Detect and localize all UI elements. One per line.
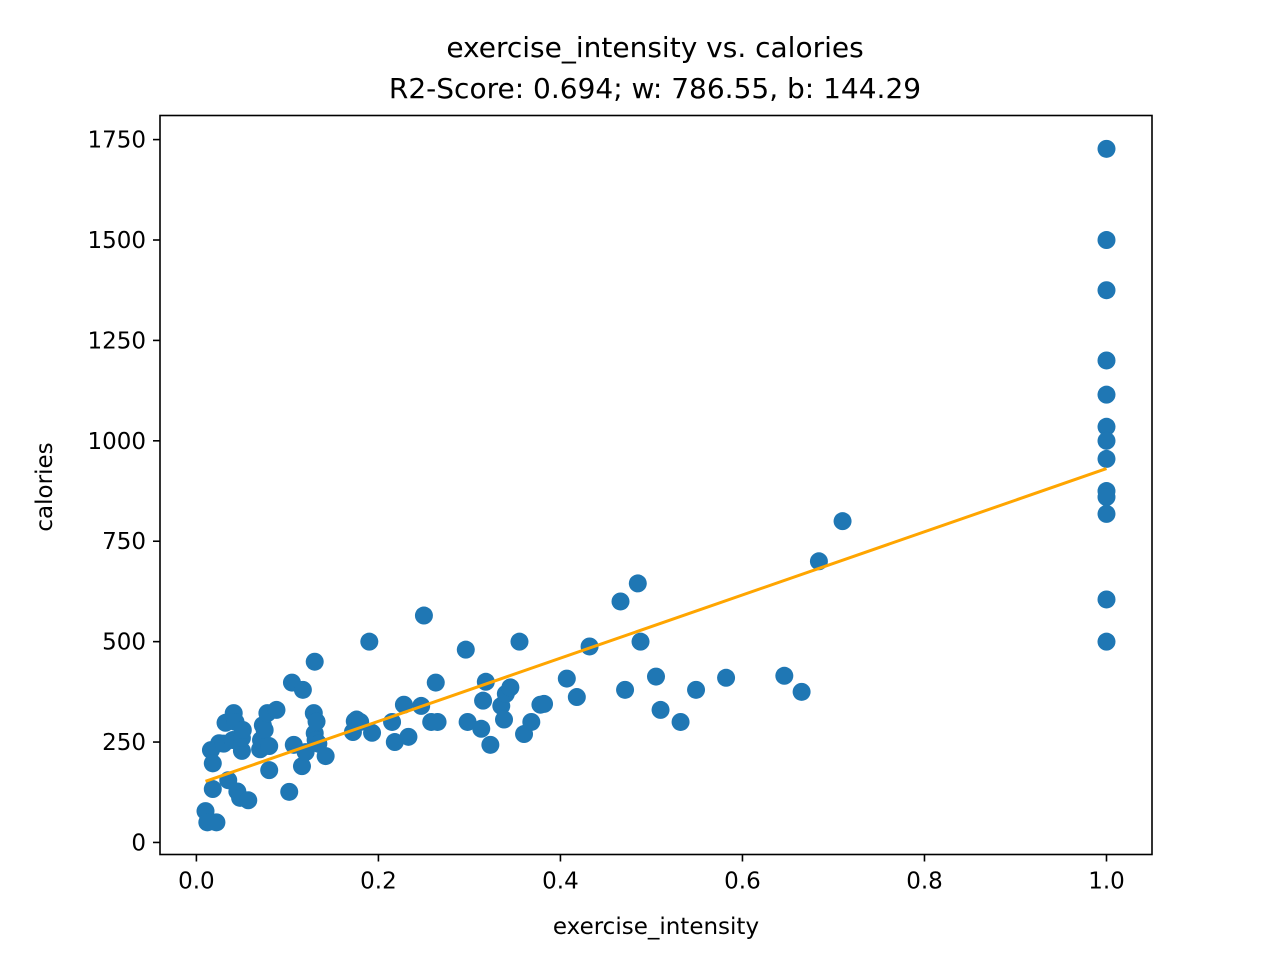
data-point xyxy=(233,720,252,739)
plot-frame xyxy=(159,114,1153,856)
x-tick-label: 0.8 xyxy=(906,869,943,895)
data-point xyxy=(510,632,529,651)
data-point xyxy=(687,680,706,699)
data-point xyxy=(535,694,554,713)
y-tick-label: 750 xyxy=(102,529,146,555)
data-point xyxy=(207,813,226,832)
data-point xyxy=(1097,231,1116,250)
data-point xyxy=(1097,632,1116,651)
regression-line xyxy=(205,467,1107,783)
data-point xyxy=(458,712,477,731)
data-point xyxy=(1097,281,1116,300)
data-point xyxy=(495,710,514,729)
data-point xyxy=(522,712,541,731)
x-axis-label: exercise_intensity xyxy=(553,914,759,940)
x-tick-label: 0.4 xyxy=(542,869,579,895)
chart-subtitle: R2-Score: 0.694; w: 786.55, b: 144.29 xyxy=(389,72,921,105)
data-point xyxy=(567,688,586,707)
data-point xyxy=(1097,431,1116,450)
x-tick-label: 0.6 xyxy=(724,869,761,895)
data-point xyxy=(399,727,418,746)
y-axis-ticks: 0 250 500 750 1000 1250 1500 1750 xyxy=(87,128,160,856)
data-point xyxy=(255,720,274,739)
plot-marks xyxy=(196,139,1116,832)
data-point xyxy=(651,700,670,719)
data-point xyxy=(472,719,491,738)
data-point xyxy=(647,667,665,686)
data-point xyxy=(260,761,279,780)
data-point xyxy=(631,632,650,651)
y-tick-label: 500 xyxy=(102,630,146,656)
data-point xyxy=(792,682,811,701)
data-point xyxy=(616,680,635,699)
data-point xyxy=(1097,504,1116,523)
data-point xyxy=(292,757,311,776)
data-point xyxy=(611,592,630,611)
data-point xyxy=(1097,488,1116,507)
data-point xyxy=(833,512,852,531)
data-point xyxy=(1097,385,1116,404)
x-tick-label: 1.0 xyxy=(1088,869,1125,895)
data-point xyxy=(232,741,251,760)
data-point xyxy=(363,723,382,742)
x-tick-label: 0.0 xyxy=(178,869,215,895)
data-point xyxy=(1097,590,1116,609)
x-tick-label: 0.2 xyxy=(360,869,397,895)
data-point xyxy=(481,735,500,754)
data-point xyxy=(557,669,576,688)
data-point xyxy=(260,737,279,756)
data-point xyxy=(1097,449,1116,468)
data-point xyxy=(1097,417,1116,436)
y-tick-label: 1500 xyxy=(87,228,146,254)
y-tick-label: 1250 xyxy=(87,328,146,354)
data-point xyxy=(775,666,794,685)
data-point xyxy=(316,747,335,766)
data-point xyxy=(280,782,299,801)
chart-title: exercise_intensity vs. calories xyxy=(446,31,863,64)
data-point xyxy=(267,700,286,719)
y-tick-label: 1750 xyxy=(87,128,146,154)
data-point xyxy=(360,632,379,651)
data-point xyxy=(394,695,413,714)
data-point xyxy=(239,791,258,810)
data-point xyxy=(671,712,690,731)
data-point xyxy=(414,606,433,625)
data-point xyxy=(717,668,736,687)
data-point xyxy=(501,678,520,697)
x-axis-ticks: 0.0 0.2 0.4 0.6 0.8 1.0 xyxy=(178,854,1125,895)
data-point xyxy=(203,780,222,799)
y-axis-label: calories xyxy=(32,442,58,531)
data-point xyxy=(293,680,312,699)
y-tick-label: 250 xyxy=(102,730,146,756)
data-point xyxy=(1097,139,1116,158)
data-point xyxy=(305,652,324,671)
y-tick-label: 1000 xyxy=(87,429,146,455)
data-point xyxy=(474,691,493,710)
data-point xyxy=(1097,351,1116,370)
data-point xyxy=(203,754,222,773)
data-point xyxy=(428,712,447,731)
data-point xyxy=(456,640,475,659)
y-tick-label: 0 xyxy=(131,830,146,856)
data-point xyxy=(385,733,404,752)
data-point xyxy=(628,574,647,593)
data-point xyxy=(426,673,445,692)
data-point xyxy=(307,712,326,731)
